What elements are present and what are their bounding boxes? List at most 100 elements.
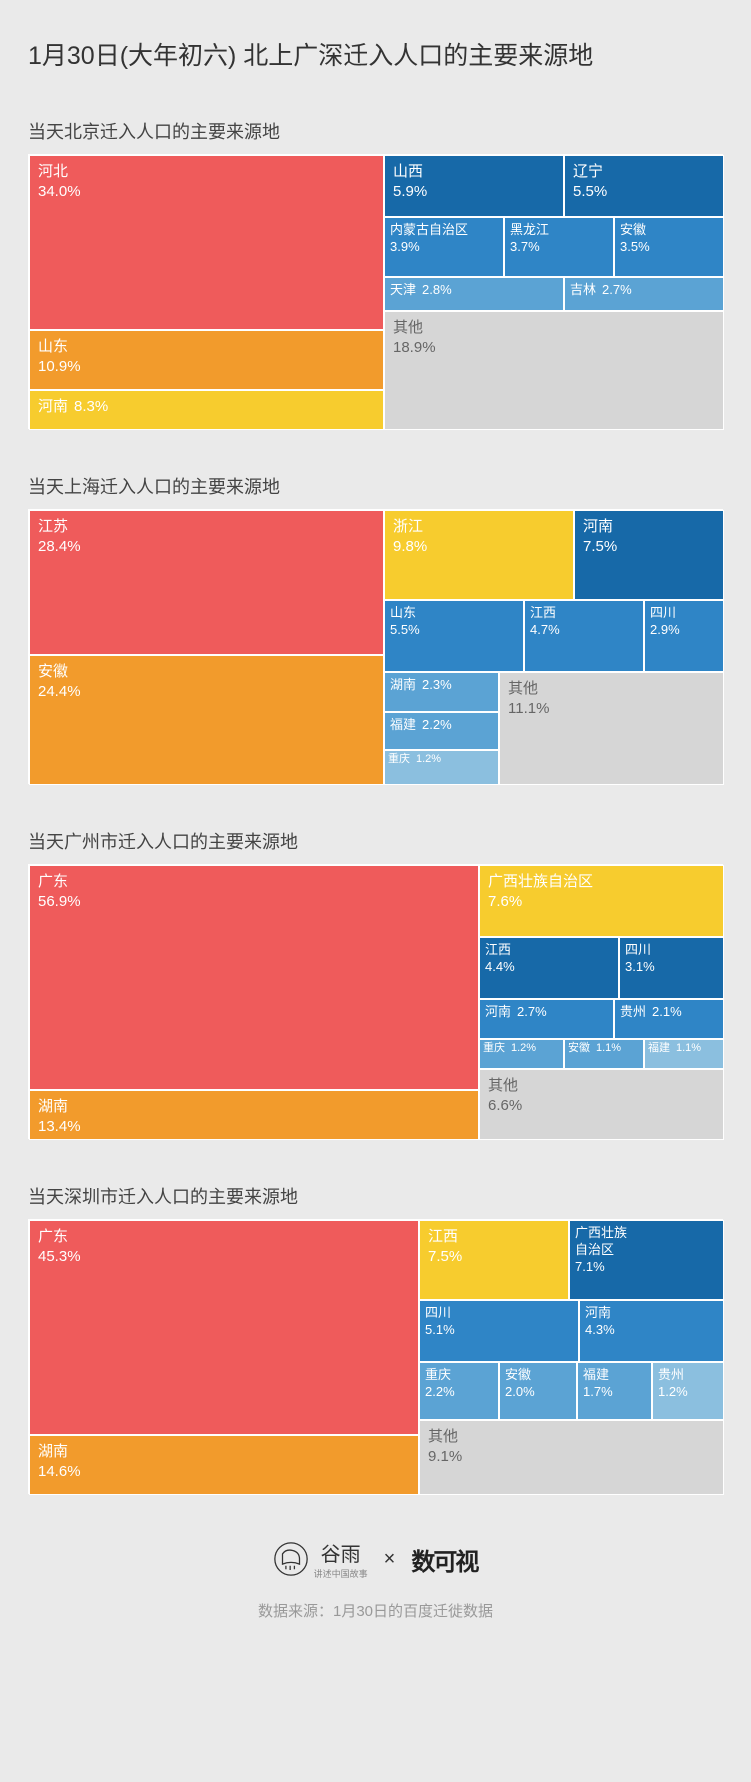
cell-label: 浙江 xyxy=(393,517,565,537)
cell-label: 广西壮族 xyxy=(575,1225,718,1242)
page-title: 1月30日(大年初六) 北上广深迁入人口的主要来源地 xyxy=(28,36,723,72)
section-title: 当天北京迁入人口的主要来源地 xyxy=(28,118,723,144)
logo-separator: × xyxy=(384,1548,396,1571)
cell-value: 13.4% xyxy=(38,1117,470,1137)
treemap-cell: 安徽2.0% xyxy=(499,1362,577,1420)
treemap-cell: 安徽3.5% xyxy=(614,217,724,277)
cell-label: 安徽 xyxy=(38,662,375,682)
treemap-cell: 山东5.5% xyxy=(384,600,524,672)
treemap-cell: 福建 1.1% xyxy=(644,1039,724,1069)
cell-value: 8.3% xyxy=(74,398,108,415)
cell-value: 9.1% xyxy=(428,1447,715,1467)
cell-label: 江苏 xyxy=(38,517,375,537)
cell-value: 2.7% xyxy=(517,1004,547,1019)
treemap-cell: 内蒙古自治区3.9% xyxy=(384,217,504,277)
treemap-cell: 广西壮族自治区7.1% xyxy=(569,1220,724,1300)
cell-value: 2.0% xyxy=(505,1384,571,1401)
treemap-cell: 其他9.1% xyxy=(419,1420,724,1495)
cell-label: 河南 xyxy=(585,1305,718,1322)
treemap-cell: 重庆1.2% xyxy=(479,1039,564,1069)
cell-label: 贵州 xyxy=(620,1004,646,1019)
sections-container: 当天北京迁入人口的主要来源地河北34.0%山东10.9%河南8.3%山西5.9%… xyxy=(28,118,723,1494)
treemap-cell: 河南7.5% xyxy=(574,510,724,600)
treemap-cell: 其他11.1% xyxy=(499,672,724,785)
logo-guyu: 谷雨 讲述中国故事 xyxy=(274,1538,368,1580)
cell-value: 10.9% xyxy=(38,357,375,377)
cell-value: 45.3% xyxy=(38,1247,410,1267)
cell-value: 1.7% xyxy=(583,1384,646,1401)
treemap-cell: 广东45.3% xyxy=(29,1220,419,1435)
cell-value: 2.2% xyxy=(422,717,452,732)
treemap-cell: 江西4.4% xyxy=(479,937,619,999)
treemap: 江苏28.4%安徽24.4%浙江9.8%河南7.5%山东5.5%江西4.7%四川… xyxy=(28,509,723,784)
cell-label: 福建 xyxy=(583,1367,646,1384)
cell-value: 1.1% xyxy=(676,1042,701,1054)
treemap-cell: 安徽24.4% xyxy=(29,655,384,785)
cell-value: 5.5% xyxy=(390,622,518,639)
cell-value: 3.1% xyxy=(625,959,718,976)
treemap-section: 当天北京迁入人口的主要来源地河北34.0%山东10.9%河南8.3%山西5.9%… xyxy=(28,118,723,429)
cell-label: 黑龙江 xyxy=(510,222,608,239)
treemap-cell: 山东10.9% xyxy=(29,330,384,390)
cell-label: 山西 xyxy=(393,162,555,182)
treemap-cell: 其他6.6% xyxy=(479,1069,724,1140)
cell-label: 广东 xyxy=(38,872,470,892)
cell-value: 9.8% xyxy=(393,537,565,557)
cell-label: 其他 xyxy=(393,318,715,338)
cell-value: 7.1% xyxy=(575,1259,718,1276)
logo-row: 谷雨 讲述中国故事 × 数可视 xyxy=(28,1538,723,1580)
treemap: 河北34.0%山东10.9%河南8.3%山西5.9%辽宁5.5%内蒙古自治区3.… xyxy=(28,154,723,429)
cell-label: 安徽 xyxy=(505,1367,571,1384)
cell-label: 福建 xyxy=(648,1042,670,1054)
cell-label: 重庆 xyxy=(483,1042,505,1054)
logo-guyu-sub: 讲述中国故事 xyxy=(314,1567,368,1580)
cell-value: 4.3% xyxy=(585,1322,718,1339)
treemap-section: 当天上海迁入人口的主要来源地江苏28.4%安徽24.4%浙江9.8%河南7.5%… xyxy=(28,473,723,784)
cell-label: 山东 xyxy=(390,605,518,622)
cell-label: 湖南 xyxy=(390,677,416,692)
cell-value: 1.2% xyxy=(416,753,441,765)
treemap-cell: 河南4.3% xyxy=(579,1300,724,1362)
cell-label: 其他 xyxy=(488,1076,715,1096)
cell-label: 湖南 xyxy=(38,1097,470,1117)
treemap-cell: 安徽1.1% xyxy=(564,1039,644,1069)
cell-value: 6.6% xyxy=(488,1096,715,1116)
cell-label: 湖南 xyxy=(38,1442,410,1462)
treemap-cell: 四川3.1% xyxy=(619,937,724,999)
cell-value: 2.3% xyxy=(422,677,452,692)
cell-label: 广东 xyxy=(38,1227,410,1247)
cell-value: 24.4% xyxy=(38,682,375,702)
cell-value: 34.0% xyxy=(38,182,375,202)
treemap-cell: 广西壮族自治区7.6% xyxy=(479,865,724,937)
treemap-cell: 重庆1.2% xyxy=(384,750,499,785)
cell-label: 河南 xyxy=(485,1004,511,1019)
treemap-cell: 江西4.7% xyxy=(524,600,644,672)
cell-value: 18.9% xyxy=(393,338,715,358)
cell-label: 四川 xyxy=(625,942,718,959)
cell-label-line2: 自治区 xyxy=(575,1242,718,1259)
cell-label: 江西 xyxy=(485,942,613,959)
treemap-cell: 湖南14.6% xyxy=(29,1435,419,1495)
treemap-cell: 江西7.5% xyxy=(419,1220,569,1300)
treemap-cell: 河北34.0% xyxy=(29,155,384,330)
cell-label: 安徽 xyxy=(620,222,718,239)
cell-label: 安徽 xyxy=(568,1042,590,1054)
cell-value: 14.6% xyxy=(38,1462,410,1482)
cell-value: 5.1% xyxy=(425,1322,573,1339)
cell-value: 7.6% xyxy=(488,892,715,912)
cell-value: 3.9% xyxy=(390,239,498,256)
cell-label: 内蒙古自治区 xyxy=(390,222,498,239)
cell-value: 4.7% xyxy=(530,622,638,639)
cell-value: 2.8% xyxy=(422,282,452,297)
infographic-page: 1月30日(大年初六) 北上广深迁入人口的主要来源地 当天北京迁入人口的主要来源… xyxy=(0,0,751,1649)
treemap-cell: 广东56.9% xyxy=(29,865,479,1090)
cell-label: 河北 xyxy=(38,162,375,182)
cell-label: 吉林 xyxy=(570,282,596,297)
treemap-cell: 浙江9.8% xyxy=(384,510,574,600)
cell-label: 四川 xyxy=(650,605,718,622)
cell-value: 3.7% xyxy=(510,239,608,256)
logo-guyu-text: 谷雨 xyxy=(321,1544,361,1566)
treemap-cell: 贵州2.1% xyxy=(614,999,724,1039)
footer: 谷雨 讲述中国故事 × 数可视 数据来源：1月30日的百度迁徙数据 xyxy=(28,1538,723,1621)
cell-value: 2.7% xyxy=(602,282,632,297)
